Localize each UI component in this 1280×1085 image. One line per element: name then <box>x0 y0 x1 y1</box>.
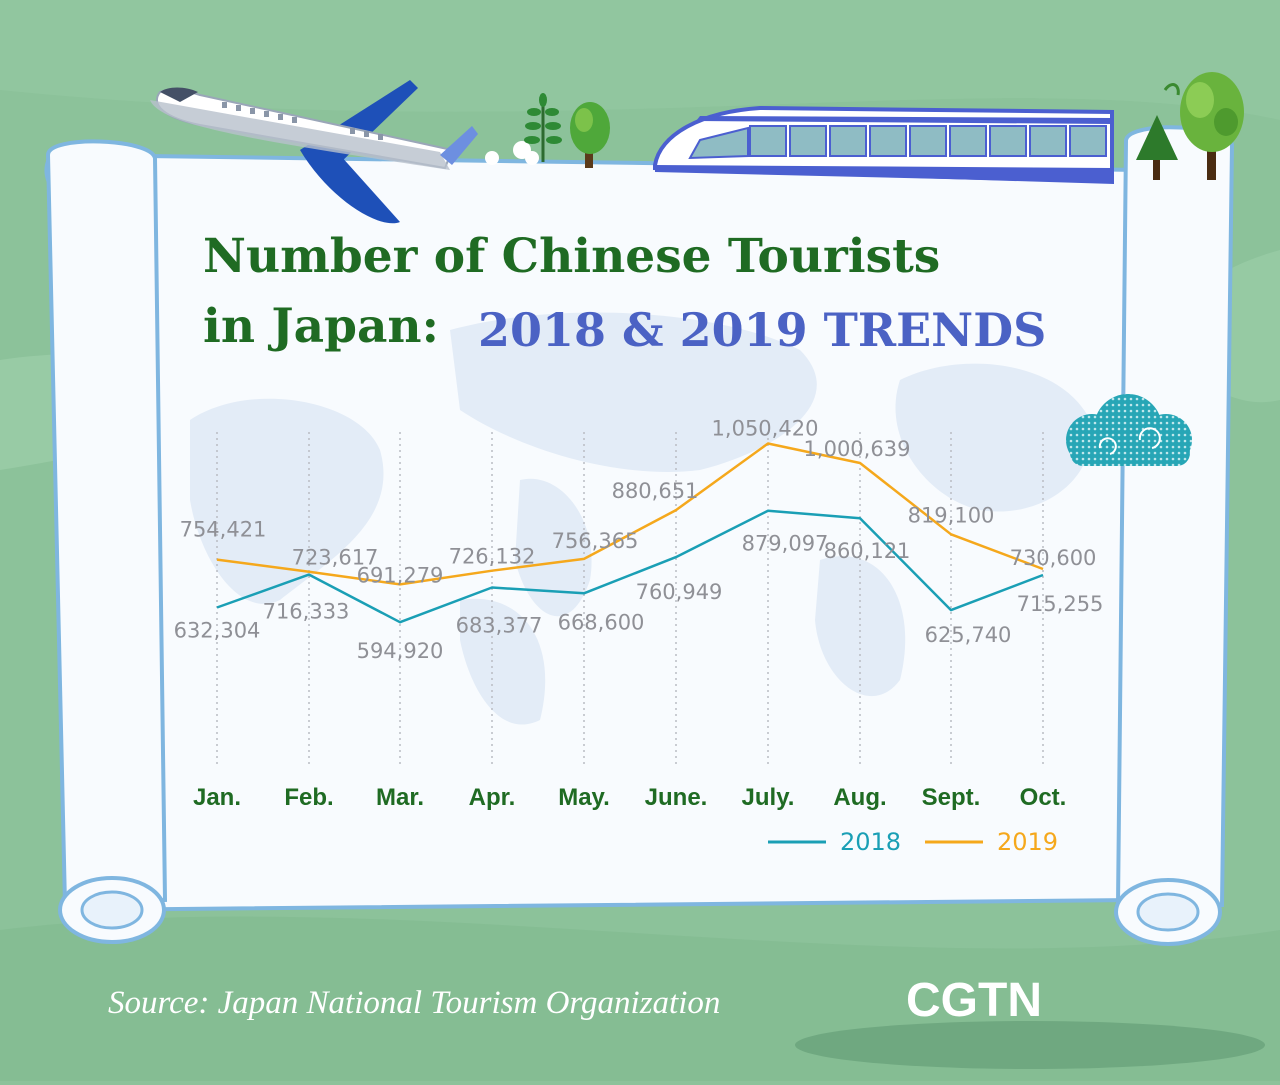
data-label-2019: 691,279 <box>357 563 444 587</box>
legend: 2018 2019 <box>768 828 1058 856</box>
data-label-2018: 668,600 <box>558 610 645 634</box>
data-label-2018: 860,121 <box>824 539 911 563</box>
tree-icon <box>1136 72 1244 180</box>
data-label-2018: 625,740 <box>925 623 1012 647</box>
ground-shadow <box>795 1021 1265 1069</box>
series-line-2018 <box>216 509 1044 624</box>
data-label-2018: 715,255 <box>1017 592 1104 616</box>
data-label-2019: 756,365 <box>552 529 639 553</box>
title-line1: Number of Chinese Tourists <box>203 229 940 284</box>
series-lines <box>216 442 1044 624</box>
x-tick-label: May. <box>558 784 610 811</box>
data-label-2018: 879,097 <box>742 532 829 556</box>
x-tick-label: Mar. <box>376 784 424 811</box>
x-tick-label: June. <box>645 784 708 811</box>
data-label-2019: 754,421 <box>180 518 267 542</box>
train-icon <box>653 105 1114 185</box>
data-label-2018: 683,377 <box>456 614 543 638</box>
puff-icon <box>485 141 539 165</box>
x-tick-label: Jan. <box>193 784 241 811</box>
title-line2-blue: 2018 & 2019 TRENDS <box>478 303 1046 357</box>
x-tick-label: Apr. <box>469 784 516 811</box>
title: Number of Chinese Tourists in Japan: 201… <box>203 229 1046 357</box>
x-tick-label: Feb. <box>284 784 333 811</box>
data-label-2018: 632,304 <box>174 619 261 643</box>
x-tick-label: Oct. <box>1020 784 1067 811</box>
data-label-2018: 716,333 <box>263 600 350 624</box>
data-label-2019: 1,000,639 <box>804 437 911 461</box>
data-label-2019: 726,132 <box>449 545 536 569</box>
source-text: Source: Japan National Tourism Organizat… <box>108 985 720 1021</box>
x-tick-label: Aug. <box>833 784 886 811</box>
x-tick-label: July. <box>742 784 795 811</box>
airplane-icon <box>150 80 478 224</box>
month-labels: Jan. Feb. Mar. Apr. May. June. July. Aug. Sept. O… <box>193 784 1066 811</box>
legend-2018-label: 2018 <box>840 828 901 856</box>
tree-icon <box>524 93 610 168</box>
data-label-2019: 819,100 <box>908 503 995 527</box>
legend-2019-label: 2019 <box>997 828 1058 856</box>
data-label-2018: 594,920 <box>357 639 444 663</box>
brand-logo: CGTN <box>906 974 1042 1027</box>
series-line-2019 <box>216 442 1044 586</box>
cloud-icon <box>1066 394 1192 466</box>
x-tick-label: Sept. <box>922 784 981 811</box>
data-label-2019: 880,651 <box>612 479 699 503</box>
data-label-2019: 1,050,420 <box>712 417 819 441</box>
data-label-2018: 760,949 <box>636 580 723 604</box>
world-map <box>190 312 1092 725</box>
gridlines <box>216 432 1044 768</box>
data-label-2019: 730,600 <box>1010 546 1097 570</box>
scroll <box>44 125 1235 946</box>
title-line2-green: in Japan: <box>203 299 439 354</box>
data-label-2019: 723,617 <box>292 546 379 570</box>
